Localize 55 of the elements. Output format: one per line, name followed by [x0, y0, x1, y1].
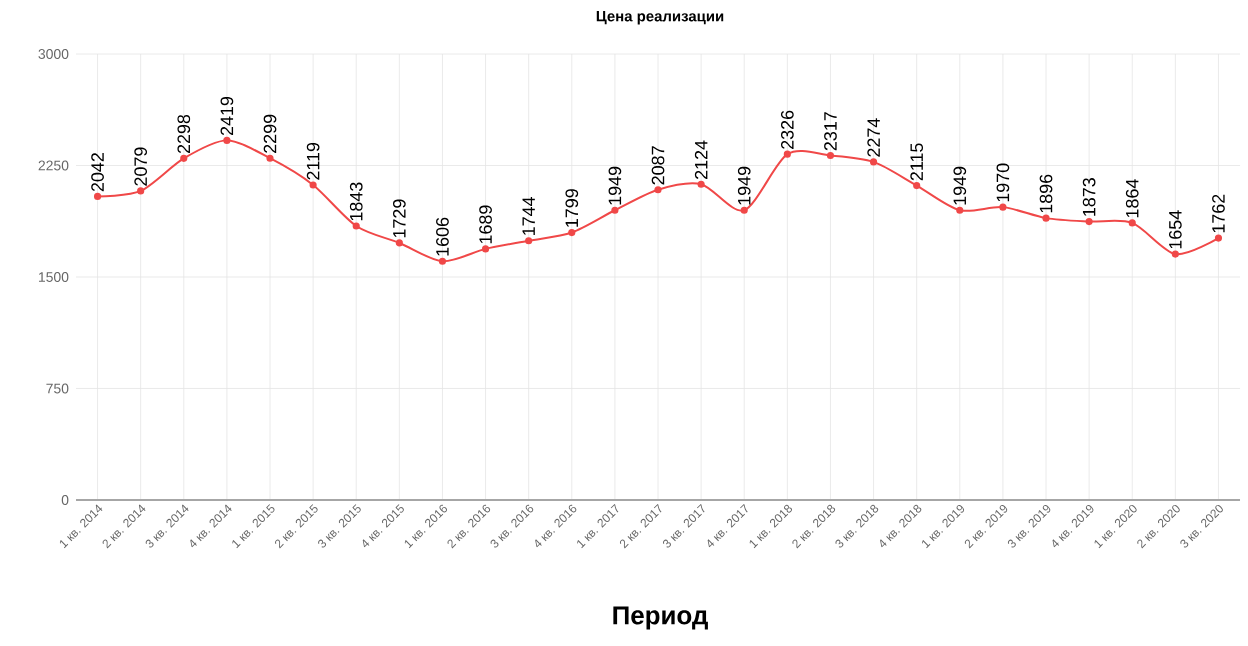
point: [137, 187, 145, 195]
point: [783, 150, 791, 158]
data-label: 2317: [824, 112, 837, 151]
data-label: 1843: [349, 182, 363, 221]
point: [352, 222, 360, 230]
point: [525, 237, 533, 245]
point: [956, 206, 964, 214]
data-label: 1606: [436, 217, 449, 256]
data-label: 2299: [263, 114, 277, 153]
point: [654, 186, 662, 194]
data-label: 2124: [694, 140, 708, 179]
data-label: 2087: [651, 146, 665, 185]
data-label: 1873: [1082, 178, 1096, 216]
data-label: 1762: [1212, 194, 1225, 233]
point: [309, 181, 317, 189]
data-label: 1896: [1039, 174, 1053, 213]
point: [826, 151, 835, 160]
point: [395, 239, 403, 247]
point: [1171, 250, 1179, 258]
point: [223, 136, 231, 144]
data-label: 2119: [306, 142, 320, 180]
data-label: 2298: [177, 114, 191, 154]
data-label: 2079: [134, 147, 148, 186]
data-label: 1729: [392, 199, 406, 238]
data-label: 1970: [996, 163, 1010, 202]
data-label: 2115: [910, 143, 924, 181]
data-label: 2274: [867, 118, 880, 157]
data-label: 1689: [479, 205, 492, 244]
point: [180, 154, 188, 162]
data-label: 2326: [780, 110, 794, 149]
data-label: 1864: [1125, 179, 1139, 218]
point: [1042, 214, 1050, 222]
data-label: 2419: [220, 96, 234, 136]
data-label: 1654: [1168, 210, 1182, 249]
point: [869, 158, 878, 166]
point: [568, 228, 576, 237]
point: [740, 206, 748, 214]
point: [1085, 217, 1093, 226]
point: [266, 154, 274, 162]
point: [1128, 219, 1136, 227]
data-label: 2042: [91, 153, 104, 192]
data-label: 1949: [737, 166, 751, 205]
data-label: 1949: [608, 166, 622, 205]
data-label: 1799: [565, 189, 579, 227]
point: [438, 257, 447, 265]
data-label: 1744: [522, 196, 535, 235]
point: [481, 245, 490, 253]
point: [1214, 234, 1223, 242]
point: [913, 181, 921, 190]
point: [697, 180, 705, 188]
point: [999, 203, 1007, 211]
point: [93, 192, 102, 201]
x-axis-title: Период: [613, 606, 708, 630]
point: [611, 206, 619, 214]
data-label: 1949: [953, 166, 967, 205]
